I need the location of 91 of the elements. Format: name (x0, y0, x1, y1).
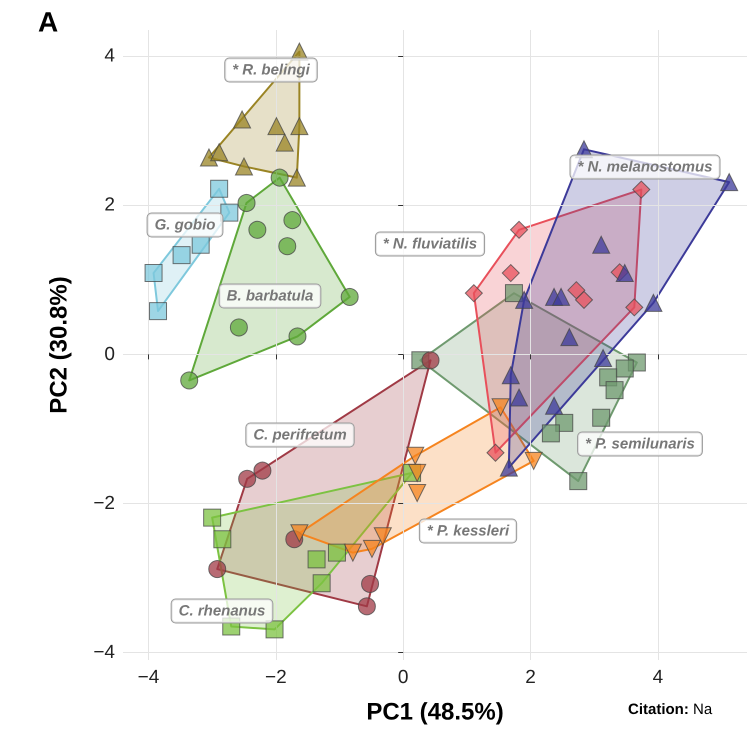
point (574, 290, 593, 309)
point (510, 388, 528, 407)
point (644, 294, 662, 312)
point (374, 527, 392, 546)
x-tick-label: −2 (264, 667, 287, 688)
x-tick-label: 4 (652, 667, 664, 688)
point (267, 117, 286, 136)
x-tick-label: 2 (525, 667, 536, 688)
series-label: C. perifretum (253, 426, 347, 444)
point (210, 180, 228, 198)
point (569, 472, 588, 490)
point (308, 550, 326, 568)
point (502, 264, 520, 282)
point (486, 444, 504, 462)
point (502, 366, 520, 384)
series-label: C. rhenanus (178, 602, 266, 620)
point (560, 328, 578, 346)
point (328, 544, 346, 562)
point (266, 620, 284, 638)
point (408, 484, 426, 502)
point (625, 298, 644, 316)
point (270, 168, 289, 187)
point (361, 574, 380, 593)
y-tick-label: −2 (93, 492, 115, 514)
point (606, 381, 624, 400)
point (500, 458, 518, 477)
point (616, 264, 634, 282)
x-axis-title: PC1 (48.5%) (366, 698, 504, 726)
point (358, 597, 376, 616)
point (288, 168, 306, 187)
point (283, 211, 302, 230)
point (149, 302, 168, 320)
text: A (38, 6, 58, 38)
point (362, 540, 381, 558)
point (312, 574, 331, 592)
point (567, 281, 586, 300)
y-tick-label: 0 (104, 344, 115, 365)
y-tick-label: −4 (93, 642, 116, 664)
point (180, 371, 198, 390)
point (290, 524, 308, 542)
series-label: * N. melanostomus (577, 158, 713, 176)
text: Citation: Na (628, 701, 713, 718)
point (594, 349, 612, 368)
point (545, 396, 564, 415)
point (504, 284, 523, 302)
point (220, 204, 238, 222)
point (238, 470, 256, 488)
x-tick-label: −4 (138, 667, 160, 688)
point (288, 327, 306, 346)
point (616, 359, 634, 378)
point (524, 452, 543, 470)
point (592, 408, 610, 427)
x-tick-label: 0 (398, 667, 408, 688)
y-tick-label: 4 (104, 46, 116, 67)
point (276, 134, 294, 152)
point (515, 290, 534, 309)
point (340, 288, 359, 306)
point (290, 117, 308, 136)
point (230, 318, 248, 336)
point (492, 398, 510, 416)
point (632, 180, 650, 199)
text: * N. fluviatilis (382, 236, 478, 252)
point (510, 220, 528, 239)
point (542, 424, 560, 442)
point (208, 560, 226, 578)
point (720, 173, 738, 192)
point (344, 544, 362, 562)
series-label: * P. semilunaris (585, 436, 695, 452)
point (552, 288, 570, 306)
point (278, 237, 296, 256)
point (238, 194, 256, 212)
point (248, 220, 266, 239)
point (203, 508, 222, 527)
y-tick-label: 2 (104, 194, 115, 216)
point (233, 110, 252, 128)
series-label: * P. kessleri (426, 522, 510, 540)
point (172, 246, 191, 264)
point (408, 464, 426, 482)
point (464, 284, 483, 302)
series-label: G. gobio (154, 216, 216, 234)
point (406, 446, 424, 465)
point (234, 157, 253, 176)
y-axis-title: PC2 (30.8%) (46, 276, 72, 414)
point (144, 264, 163, 282)
point (213, 530, 232, 548)
point (253, 462, 272, 480)
point (592, 236, 610, 254)
series-label: B. barbatula (226, 288, 314, 304)
point (210, 143, 228, 162)
series-label: * R. belingi (232, 62, 311, 78)
point (422, 351, 440, 370)
